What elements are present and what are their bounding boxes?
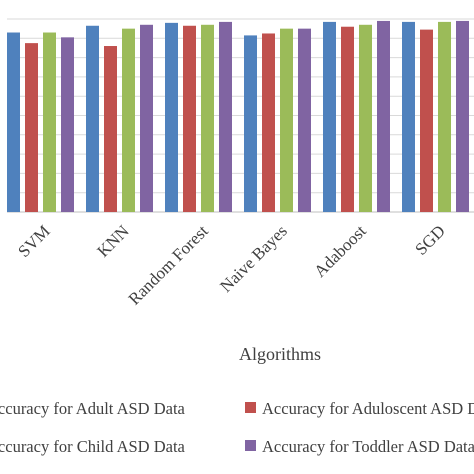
x-tick-label: Random Forest [125, 221, 212, 308]
bar-sgd-series-2 [420, 29, 433, 212]
x-tick-label: KNN [93, 221, 132, 260]
legend-label: Accuracy for Aduloscent ASD Data [262, 399, 474, 418]
legend-label: Accuracy for Toddler ASD Data [262, 437, 474, 456]
bar-svm-series-4 [61, 37, 74, 213]
bar-adaboost-series-1 [323, 21, 336, 212]
bar-sgd-series-1 [402, 21, 415, 212]
legend: Accuracy for Adult ASD Data Accuracy for … [0, 399, 474, 456]
bar-svm-series-2 [25, 43, 38, 212]
bar-knn-series-4 [140, 24, 153, 213]
bar-adaboost-series-3 [359, 24, 372, 213]
bar-random-forest-series-2 [183, 25, 196, 212]
bar-knn-series-3 [122, 28, 135, 213]
x-tick-label: Naive Bayes [216, 221, 291, 296]
legend-label: Accuracy for Adult ASD Data [0, 399, 186, 418]
x-tick-label: Adaboost [310, 221, 370, 281]
x-tick-label: SGD [411, 221, 448, 258]
bar-adaboost-series-2 [341, 26, 354, 212]
legend-swatch [245, 402, 256, 413]
bars [7, 20, 469, 213]
bar-naive-bayes-series-3 [280, 28, 293, 213]
bar-naive-bayes-series-1 [244, 35, 257, 212]
x-axis-title: Algorithms [239, 344, 321, 364]
x-tick-label: SVM [14, 221, 53, 260]
bar-knn-series-1 [86, 25, 99, 212]
bar-adaboost-series-4 [377, 20, 390, 213]
legend-swatch [245, 440, 256, 451]
bar-sgd-series-3 [438, 21, 451, 212]
legend-label: Accuracy for Child ASD Data [0, 437, 186, 456]
bar-naive-bayes-series-4 [298, 28, 311, 213]
bar-random-forest-series-1 [165, 22, 178, 212]
bar-random-forest-series-3 [201, 24, 214, 213]
bar-sgd-series-4 [456, 20, 469, 213]
bar-naive-bayes-series-2 [262, 33, 275, 212]
bar-random-forest-series-4 [219, 21, 232, 212]
bar-svm-series-3 [43, 32, 56, 213]
bar-knn-series-2 [104, 46, 117, 212]
gridlines [7, 18, 474, 194]
bar-svm-series-1 [7, 32, 20, 213]
